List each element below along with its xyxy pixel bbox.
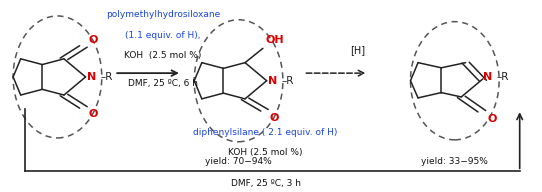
Text: O: O	[89, 109, 98, 119]
Text: KOH (2.5 mol %): KOH (2.5 mol %)	[228, 148, 303, 157]
Text: –R: –R	[101, 72, 113, 82]
Text: DMF, 25 ºC, 3 h: DMF, 25 ºC, 3 h	[230, 179, 301, 188]
Text: polymethylhydrosiloxane: polymethylhydrosiloxane	[106, 10, 220, 19]
Text: KOH  (2.5 mol %): KOH (2.5 mol %)	[124, 51, 202, 60]
Text: diphenylsilane ( 2.1 equiv. of H): diphenylsilane ( 2.1 equiv. of H)	[193, 128, 338, 137]
Text: N: N	[268, 76, 278, 86]
Text: N: N	[483, 72, 492, 82]
Text: N: N	[87, 72, 96, 82]
Text: –R: –R	[496, 72, 509, 82]
Text: OH: OH	[266, 36, 284, 46]
Text: yield: 33−95%: yield: 33−95%	[421, 157, 488, 166]
Text: O: O	[270, 113, 279, 123]
Text: [H]: [H]	[350, 45, 365, 55]
Text: O: O	[487, 114, 496, 124]
Text: O: O	[89, 35, 98, 45]
Text: yield: 70−94%: yield: 70−94%	[205, 157, 272, 166]
Text: –R: –R	[282, 76, 294, 86]
Text: (1.1 equiv. of H),: (1.1 equiv. of H),	[125, 31, 201, 40]
Text: DMF, 25 ºC, 6 h: DMF, 25 ºC, 6 h	[128, 79, 198, 88]
